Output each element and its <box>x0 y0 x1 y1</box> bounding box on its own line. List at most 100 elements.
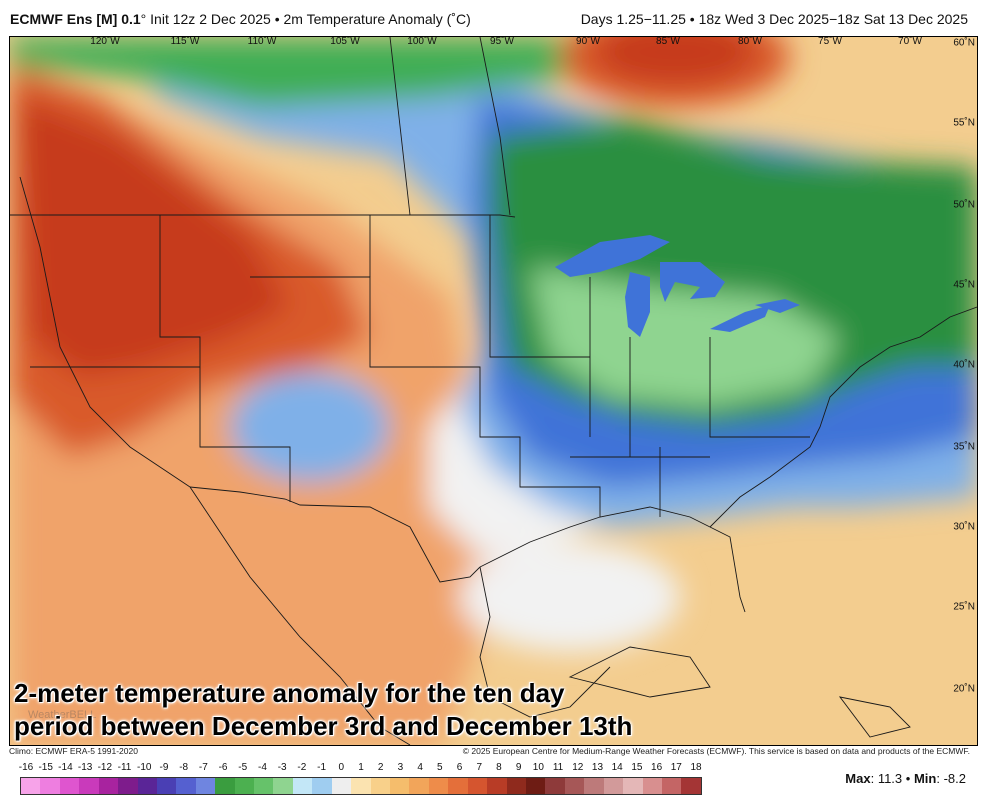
legend-swatch <box>98 778 119 794</box>
hispaniola-outline <box>838 696 911 738</box>
legend-swatch <box>545 778 565 794</box>
longitude-label: 115˚W <box>170 36 200 47</box>
legend-label: 0 <box>338 762 345 773</box>
legend-label: 2 <box>377 762 384 773</box>
init-time: Init 12z 2 Dec 2025 <box>150 11 271 27</box>
longitude-label: 85˚W <box>656 36 680 47</box>
map-footer: Climo: ECMWF ERA-5 1991-2020 © 2025 Euro… <box>0 745 984 759</box>
legend-swatch <box>312 778 332 794</box>
climo-note: Climo: ECMWF ERA-5 1991-2020 <box>9 746 138 756</box>
copyright-note: © 2025 European Centre for Medium-Range … <box>462 746 970 756</box>
legend-label: 12 <box>572 762 584 773</box>
legend-label: -1 <box>317 762 327 773</box>
legend-swatch <box>234 778 255 794</box>
longitude-label: 95˚W <box>490 36 514 47</box>
very-hot-anomaly-core <box>20 97 290 377</box>
legend-label: 17 <box>670 762 682 773</box>
legend-swatch <box>40 778 60 794</box>
legend-label: -8 <box>179 762 189 773</box>
valid-period: Days 1.25−11.25 • 18z Wed 3 Dec 2025−18z… <box>580 11 968 27</box>
longitude-label: 80˚W <box>738 36 762 47</box>
legend-swatch <box>215 778 235 794</box>
degree-symbol: ° <box>140 11 147 27</box>
legend-swatch <box>118 778 138 794</box>
legend-label: -5 <box>238 762 248 773</box>
legend-swatch <box>603 778 624 794</box>
longitude-label: 70˚W <box>898 36 922 47</box>
legend-swatch <box>390 778 410 794</box>
mexico-pacific-coastline <box>189 486 411 745</box>
legend-label: -10 <box>137 762 152 773</box>
legend-swatch <box>428 778 449 794</box>
legend-swatch <box>467 778 488 794</box>
lake-superior <box>555 235 670 277</box>
field-name: 2m Temperature Anomaly (˚C) <box>283 11 471 27</box>
state-lines-east <box>30 215 810 517</box>
west-coastline <box>19 176 191 488</box>
max-min-stats: Max: 11.3 • Min: -8.2 <box>845 771 966 786</box>
us-mexico-border <box>189 486 481 583</box>
legend-label: 9 <box>515 762 522 773</box>
legend-swatch <box>564 778 585 794</box>
legend-label: -13 <box>77 762 93 773</box>
legend-label: 18 <box>690 762 702 773</box>
cool-anomaly-southwest <box>230 372 390 482</box>
longitude-label: 75˚W <box>818 36 842 47</box>
legend-swatch <box>292 778 313 794</box>
legend-swatch <box>331 778 352 794</box>
legend-swatch <box>642 778 662 794</box>
anomaly-map: 120˚W 115˚W 110˚W 105˚W 100˚W 95˚W 90˚W 85˚W 80˚… <box>9 36 978 746</box>
longitude-label: 105˚W <box>330 36 360 47</box>
latitude-label: 30˚N <box>953 521 975 533</box>
political-boundaries <box>10 37 977 745</box>
latitude-label: 50˚N <box>953 199 975 211</box>
legend-label: -3 <box>277 762 287 773</box>
latitude-label: 20˚N <box>953 683 975 695</box>
legend-swatch <box>409 778 429 794</box>
legend-label: 6 <box>456 762 463 773</box>
min-value: -8.2 <box>943 771 966 786</box>
legend-label: 11 <box>552 762 564 773</box>
stats-separator: • <box>905 771 911 786</box>
longitude-label: 90˚W <box>576 36 600 47</box>
map-canvas <box>10 37 977 745</box>
cold-anomaly-north <box>10 37 570 107</box>
legend-swatch <box>21 778 41 794</box>
min-label: Min <box>913 771 937 786</box>
latitude-label: 25˚N <box>953 601 975 613</box>
atlantic-coastline <box>709 306 977 528</box>
color-legend: -16 -15 -14 -13 -12 -11 -10 -9 -8 -7 -6 -5 -4 -3 -2 -1 0… <box>19 762 702 802</box>
legend-label: 8 <box>496 762 502 773</box>
cuba-outline <box>568 646 711 698</box>
lake-ontario <box>755 299 800 313</box>
legend-swatch <box>623 778 643 794</box>
legend-swatch <box>351 778 371 794</box>
legend-swatch <box>681 778 701 794</box>
caption-line-1: 2-meter temperature anomaly for the ten … <box>14 678 565 708</box>
legend-label: -6 <box>218 762 228 773</box>
model-name: ECMWF Ens [M] 0.1 <box>10 11 141 27</box>
legend-label: 13 <box>591 762 604 773</box>
legend-label: 7 <box>476 762 483 773</box>
lake-huron <box>660 262 725 302</box>
map-caption: 2-meter temperature anomaly for the ten … <box>14 677 632 743</box>
legend-swatch <box>254 778 274 794</box>
legend-swatch <box>156 778 177 794</box>
legend-label: 14 <box>611 762 623 773</box>
title-separator: • <box>274 11 280 27</box>
state-lines-west <box>159 215 291 502</box>
neutral-anomaly-gulf <box>460 542 680 652</box>
legend-label: -2 <box>297 762 307 773</box>
legend-label: 5 <box>437 762 443 773</box>
gulf-coastline <box>479 506 746 613</box>
legend-label: -11 <box>117 762 132 773</box>
legend-swatch <box>487 778 507 794</box>
canada-province-lines <box>389 37 511 216</box>
legend-label: -12 <box>97 762 113 773</box>
lake-michigan <box>625 272 650 337</box>
legend-label: -7 <box>198 762 208 773</box>
legend-swatch <box>370 778 391 794</box>
caption-line-2: period between December 3rd and December… <box>14 711 633 741</box>
cold-anomaly-core <box>530 267 840 407</box>
us-canada-border <box>10 214 516 218</box>
